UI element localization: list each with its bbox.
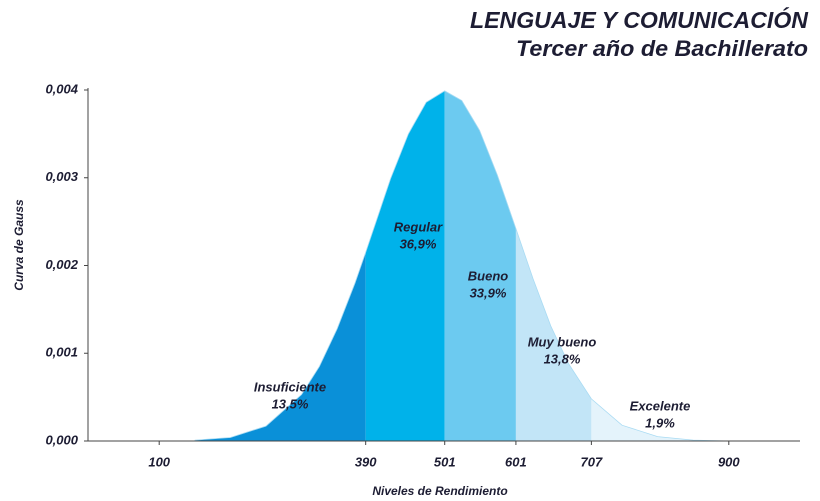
y-tick-label: 0,004 — [45, 81, 78, 96]
region-area — [515, 228, 592, 441]
region-value: 33,9% — [470, 285, 507, 300]
region-area — [591, 398, 729, 441]
region-area — [365, 90, 445, 441]
region-value: 36,9% — [400, 236, 437, 251]
y-axis-label: Curva de Gauss — [12, 199, 26, 291]
x-tick-label: 501 — [434, 454, 456, 469]
region-name: Insuficiente — [254, 379, 326, 394]
x-axis-label: Niveles de Rendimiento — [372, 484, 507, 498]
chart-subtitle: Tercer año de Bachillerato — [516, 36, 808, 61]
gauss-curve — [194, 90, 729, 442]
y-tick-label: 0,002 — [45, 257, 78, 272]
y-tick-label: 0,003 — [45, 169, 78, 184]
region-value: 13,8% — [544, 351, 581, 366]
x-tick-label: 100 — [148, 454, 170, 469]
x-tick-label: 707 — [581, 454, 603, 469]
region-name: Muy bueno — [528, 334, 597, 349]
region-area — [194, 252, 366, 441]
region-name: Bueno — [468, 268, 509, 283]
region-area — [444, 90, 516, 441]
y-tick-label: 0,001 — [45, 345, 78, 360]
region-value: 13,5% — [272, 396, 309, 411]
chart-title: LENGUAJE Y COMUNICACIÓN — [470, 6, 808, 33]
x-tick-label: 900 — [718, 454, 740, 469]
x-tick-label: 390 — [355, 454, 377, 469]
y-tick-label: 0,000 — [45, 432, 78, 447]
region-name: Regular — [394, 219, 443, 234]
region-value: 1,9% — [645, 415, 675, 430]
x-tick-label: 601 — [505, 454, 527, 469]
region-name: Excelente — [630, 398, 691, 413]
